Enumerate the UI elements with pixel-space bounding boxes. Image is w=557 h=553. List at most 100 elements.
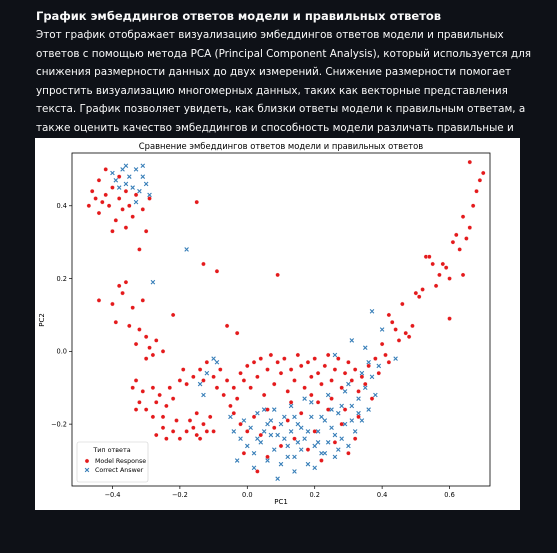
model-response-point: [93, 196, 98, 201]
correct-answer-point: [346, 443, 351, 449]
model-response-point: [133, 192, 139, 198]
section-heading: График эмбеддингов ответов модели и прав…: [36, 9, 442, 23]
correct-answer-point: [143, 181, 149, 187]
model-response-point: [201, 261, 206, 267]
model-response-point: [467, 225, 473, 230]
x-axis-label: PC1: [274, 498, 288, 506]
correct-answer-point: [268, 418, 274, 423]
model-response-point: [130, 305, 135, 310]
correct-answer-point: [127, 174, 132, 179]
model-response-point: [400, 301, 405, 307]
model-response-point: [153, 338, 159, 343]
model-response-point: [332, 367, 338, 372]
model-response-point: [248, 385, 253, 391]
model-response-point: [218, 367, 223, 372]
model-response-point: [177, 436, 183, 441]
model-response-point: [140, 207, 146, 212]
model-response-point: [160, 349, 166, 354]
model-response-point: [309, 392, 314, 398]
model-response-point: [231, 385, 237, 391]
model-response-point: [329, 396, 334, 401]
model-response-point: [332, 440, 338, 445]
model-response-point: [261, 392, 267, 398]
x-tick-label: −0.4: [104, 491, 120, 499]
model-response-point: [228, 403, 233, 409]
axis-ticks: −0.4 −0.2 0.0 0.2 0.4 0.6 −0.2 0.0 0.2 0.4: [51, 202, 455, 499]
model-response-point: [137, 399, 142, 405]
model-response-point: [477, 177, 483, 183]
model-response-point: [295, 352, 301, 358]
model-response-point: [298, 363, 304, 369]
correct-answer-point: [325, 392, 331, 398]
model-response-point: [447, 276, 452, 281]
model-response-point: [214, 385, 220, 391]
model-response-point: [197, 367, 203, 372]
correct-answer-point: [123, 163, 129, 169]
correct-answer-point: [231, 429, 237, 434]
model-response-point: [342, 370, 348, 376]
correct-answer-point: [336, 447, 341, 452]
model-response-point: [288, 399, 294, 405]
correct-answer-point: [369, 309, 375, 314]
correct-answer-point: [137, 188, 142, 194]
scatter-chart: Сравнение эмбеддингов ответов модели и п…: [38, 141, 491, 506]
model-response-point: [292, 436, 297, 441]
correct-answer-point: [362, 385, 368, 391]
model-response-point: [278, 370, 284, 376]
model-response-point: [464, 236, 469, 241]
correct-answer-point: [130, 185, 135, 190]
correct-answer-point: [234, 458, 240, 463]
model-response-point: [113, 319, 119, 325]
model-response-point: [282, 356, 287, 361]
model-response-point: [224, 323, 230, 329]
model-response-point: [164, 436, 169, 441]
model-response-point: [150, 352, 156, 358]
model-response-point: [221, 392, 226, 398]
model-response-point: [143, 334, 149, 340]
chart-figure: Сравнение эмбеддингов ответов модели и п…: [35, 138, 520, 510]
model-response-point: [120, 207, 125, 212]
model-response-point: [450, 239, 456, 245]
model-response-point: [103, 167, 109, 172]
correct-answer-point: [356, 396, 361, 401]
correct-answer-point: [110, 170, 115, 176]
model-response-point: [160, 414, 166, 420]
correct-answer-point: [319, 450, 324, 456]
model-response-point: [116, 196, 122, 201]
correct-answer-point: [332, 432, 338, 438]
correct-answer-point: [342, 421, 348, 427]
correct-answer-point: [140, 163, 146, 169]
model-response-point: [271, 381, 277, 387]
correct-answer-point: [120, 167, 125, 172]
correct-answer-point: [288, 403, 294, 409]
model-response-point: [133, 341, 139, 347]
chart-title: Сравнение эмбеддингов ответов модели и п…: [139, 141, 423, 151]
model-response-point: [275, 359, 280, 365]
correct-answer-point: [261, 407, 267, 412]
correct-answer-point: [251, 450, 257, 456]
model-response-point: [285, 418, 291, 423]
model-response-point: [302, 385, 307, 391]
correct-answer-point: [298, 425, 304, 431]
correct-answer-point: [133, 167, 139, 172]
correct-answer-point: [282, 436, 287, 441]
model-response-point: [453, 232, 459, 238]
correct-answer-point: [184, 247, 189, 252]
model-response-point: [470, 203, 476, 209]
plot-frame: [71, 152, 491, 487]
model-response-point: [96, 177, 102, 183]
model-response-point: [447, 316, 452, 321]
model-response-point: [123, 279, 129, 285]
correct-answer-point: [305, 461, 311, 467]
legend-marker-correct: [84, 467, 90, 473]
model-response-point: [255, 469, 260, 474]
model-response-point: [325, 352, 331, 358]
model-response-point: [214, 268, 220, 274]
model-response-point: [224, 378, 230, 383]
model-response-point: [116, 283, 122, 289]
correct-answer-point: [292, 454, 297, 460]
model-response-point: [312, 356, 318, 361]
model-response-point: [194, 410, 200, 416]
section-description: Этот график отображает визуализацию эмбе…: [36, 29, 531, 153]
correct-answer-point: [376, 363, 382, 369]
